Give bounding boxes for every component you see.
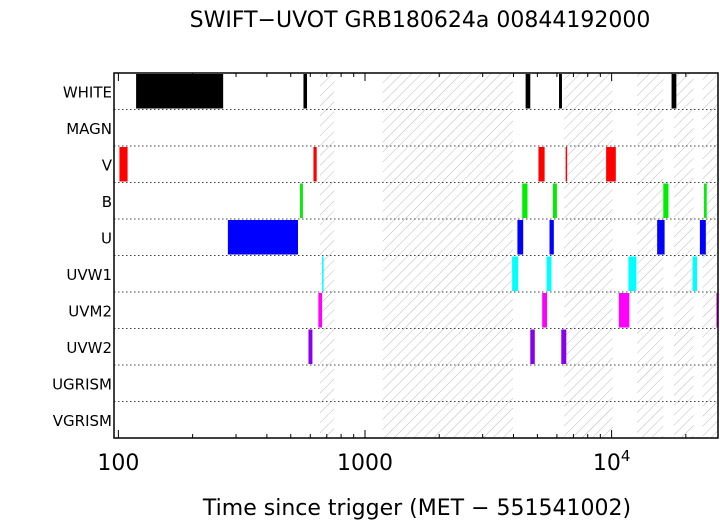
exposure-bar-uvw2 xyxy=(308,329,313,364)
exposure-bar-b xyxy=(704,183,707,218)
plot-frame xyxy=(113,72,719,439)
row-label-ugrism: UGRISM xyxy=(52,375,112,393)
exposure-bar-uvw1 xyxy=(512,256,519,291)
exposure-bar-b xyxy=(552,183,557,218)
exposure-bar-u xyxy=(657,220,665,255)
exposure-bar-uvw2 xyxy=(561,329,567,364)
exposure-bar-b xyxy=(522,183,528,218)
row-label-uvw1: UVW1 xyxy=(66,266,112,284)
row-label-magn: MAGN xyxy=(66,120,112,138)
exposure-bar-b xyxy=(663,183,669,218)
exposure-bar-uvm2 xyxy=(618,293,630,328)
exposure-bars xyxy=(119,74,718,364)
exposure-bar-uvw1 xyxy=(546,256,552,291)
x-tick-label: 1000 xyxy=(337,451,393,476)
exposure-bar-uvw1 xyxy=(322,256,324,291)
x-tick-label: 100 xyxy=(97,451,139,476)
row-label-u: U xyxy=(101,229,112,247)
row-label-b: B xyxy=(102,193,112,211)
exposure-bar-uvw2 xyxy=(530,329,535,364)
exposure-bar-u xyxy=(549,220,554,255)
exposure-bar-white xyxy=(671,74,677,109)
exposure-bar-uvw1 xyxy=(692,256,698,291)
gap-region xyxy=(564,73,613,438)
row-label-vgrism: VGRISM xyxy=(53,412,112,430)
row-label-v: V xyxy=(102,156,113,174)
exposure-bar-v xyxy=(119,147,128,182)
exposure-bar-u xyxy=(517,220,524,255)
row-label-white: WHITE xyxy=(63,83,112,101)
exposure-bar-v xyxy=(606,147,616,182)
exposure-bar-uvm2 xyxy=(318,293,323,328)
x-axis-label: Time since trigger (MET − 551541002) xyxy=(202,496,631,521)
exposure-bar-uvm2 xyxy=(716,293,718,328)
exposure-bar-white xyxy=(303,74,308,109)
exposure-bar-v xyxy=(565,147,568,182)
exposure-bar-white xyxy=(525,74,531,109)
exposure-bar-u xyxy=(699,220,706,255)
exposure-bar-white xyxy=(559,74,562,109)
row-labels: WHITE MAGN V BU UVW1 UVM2 UVW2 UGRISM VGRISM xyxy=(52,83,113,430)
exposure-bar-uvm2 xyxy=(542,293,547,328)
gap-region xyxy=(673,73,694,438)
exposure-bar-white xyxy=(136,74,224,109)
exposure-bar-v xyxy=(538,147,545,182)
x-tick-label: 104 xyxy=(593,447,631,476)
row-dividers xyxy=(114,109,718,402)
exposure-bar-b xyxy=(299,183,303,218)
row-label-uvw2: UVW2 xyxy=(66,339,112,357)
exposure-bar-uvw1 xyxy=(628,256,637,291)
chart-title: SWIFT−UVOT GRB180624a 00844192000 xyxy=(190,8,651,33)
exposure-bar-v xyxy=(313,147,317,182)
row-label-uvm2: UVM2 xyxy=(68,302,112,320)
exposure-bar-u xyxy=(227,220,299,255)
